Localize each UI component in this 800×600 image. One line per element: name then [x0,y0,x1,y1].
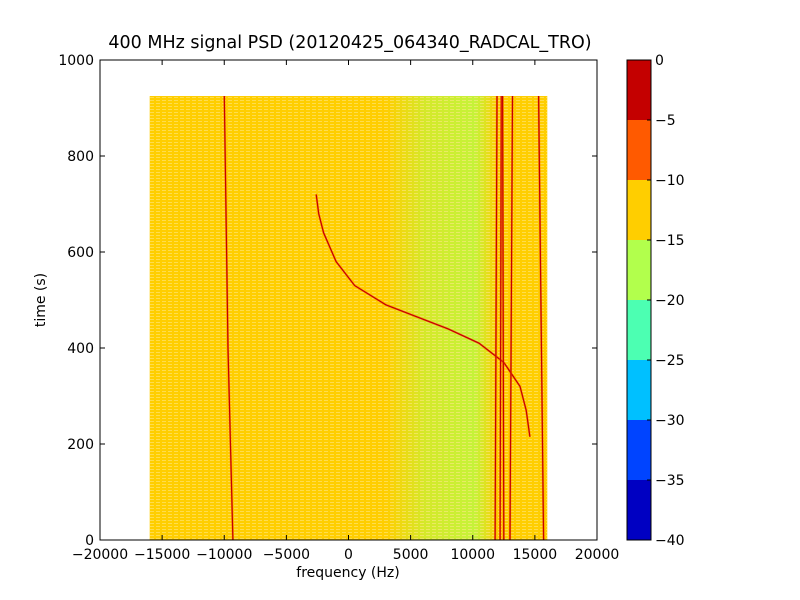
colorbar-band [627,60,651,120]
y-axis: 0 200 400 600 800 1000 [58,53,597,549]
vertical-line-5 [509,95,514,540]
x-tick-label: 15000 [513,547,558,563]
x-axis: −20000 −15000 −10000 −5000 0 5000 10000 15000 20… [72,60,619,563]
colorbar-tick-label: −20 [655,293,685,309]
y-tick-label: 0 [85,533,94,549]
y-tick-label: 400 [67,341,94,357]
y-tick-label: 800 [67,149,94,165]
colorbar-band [627,480,651,540]
colorbar-tick-label: −30 [655,413,685,429]
colorbar-band [627,180,651,240]
colorbar-tick-label: −25 [655,353,685,369]
colorbar: −40 −35 −30 −25 −20 −15 −10 −5 0 [626,53,685,549]
colorbar-band [627,420,651,480]
x-tick-label: −5000 [263,547,310,563]
vertical-line-4 [502,95,505,540]
y-axis-label: time (s) [33,273,49,327]
chart-title: 400 MHz signal PSD (20120425_064340_RADC… [108,33,591,53]
vertical-line-1 [223,95,234,540]
x-tick-label: −15000 [134,547,190,563]
colorbar-band [627,240,651,300]
vertical-line-2 [494,95,498,540]
colorbar-tick-label: −40 [655,533,685,549]
x-tick-label: 5000 [393,547,429,563]
y-tick-label: 200 [67,437,94,453]
colorbar-tick-label: −35 [655,473,685,489]
vertical-line-3 [499,95,502,540]
x-tick-label: 20000 [575,547,620,563]
colorbar-band [627,300,651,360]
x-tick-label: 0 [344,547,353,563]
colorbar-tick-label: −5 [655,113,676,129]
colorbar-band [627,360,651,420]
colorbar-tick-label: −15 [655,233,685,249]
colorbar-band [627,120,651,180]
y-tick-label: 1000 [58,53,94,69]
colorbar-tick-label: −10 [655,173,685,189]
y-tick-label: 600 [67,245,94,261]
colorbar-tick-label: 0 [655,53,664,69]
heatmap-texture [149,96,548,540]
x-tick-label: −20000 [72,547,128,563]
x-tick-label: −10000 [196,547,252,563]
x-axis-label: frequency (Hz) [296,565,399,581]
doppler-trace [315,194,531,437]
heatmap-image [149,95,548,540]
vertical-line-6 [538,95,545,540]
plot-area [100,60,597,540]
x-tick-label: 10000 [450,547,495,563]
